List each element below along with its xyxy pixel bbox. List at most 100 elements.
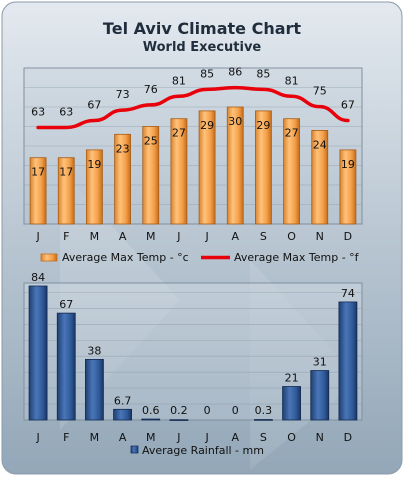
temperature-bar-label: 29 [256,119,270,132]
temperature-x-label: J [204,230,208,243]
temperature-x-label: F [63,230,69,243]
temperature-bar [142,126,160,225]
rainfall-bar-label: 84 [31,271,45,284]
temperature-bar-label: 23 [116,142,130,155]
rainfall-bar-label: 0.6 [142,404,160,417]
temperature-bar [339,149,357,225]
temperature-x-label: M [146,230,156,243]
rainfall-bar [28,285,48,421]
rainfall-bars [28,285,358,421]
rainfall-chart: 84 67 38 6.7 0.6 0.2 0 0 0.3 21 31 74 J F M A M J J A S O N D [23,271,363,444]
temperature-line-label: 63 [31,105,45,118]
temperature-bar-labels: 17 17 19 23 25 27 29 30 29 27 24 19 [31,115,355,179]
rainfall-gridlines [24,292,362,405]
rainfall-bar [169,419,189,421]
temperature-line-label: 75 [313,85,327,98]
temperature-bar [114,133,131,225]
temperature-bar-label: 24 [313,138,327,151]
temperature-line-label: 73 [116,88,130,101]
legend-label-rainfall: Average Rainfall - mm [142,444,264,457]
temperature-bars [29,106,357,225]
temperature-x-label: A [119,230,127,243]
rainfall-x-label: D [344,431,352,444]
temperature-bar-label: 19 [87,158,101,171]
temperature-x-label: O [287,230,296,243]
temperature-x-label: S [260,230,267,243]
rainfall-bar [282,386,301,421]
rainfall-x-label: O [287,431,296,444]
temperature-line-label: 85 [200,67,214,80]
chart-subtitle: World Executive [143,40,262,55]
temperature-bar [255,110,272,225]
rainfall-bar-label: 38 [87,344,101,357]
temperature-bar-label: 27 [285,127,299,140]
rainfall-x-label: N [316,431,324,444]
rainfall-bar [254,419,273,421]
rainfall-bar-label: 0 [204,404,211,417]
temperature-x-label: D [344,230,352,243]
temperature-bar-label: 19 [341,158,355,171]
temperature-line-labels: 63 63 67 73 76 81 85 86 85 81 75 67 [31,66,355,119]
temperature-bar [226,106,244,225]
rainfall-bar-label: 0 [232,404,239,417]
rainfall-x-label: S [260,431,267,444]
temperature-bar [198,110,216,225]
temperature-x-label: M [90,230,100,243]
rainfall-bar-labels: 84 67 38 6.7 0.6 0.2 0 0 0.3 21 31 74 [31,271,355,417]
rainfall-bar [85,358,104,421]
rainfall-x-label: A [119,431,127,444]
temperature-x-label: J [176,230,180,243]
rainfall-bar [56,312,76,421]
temperature-bar-label: 17 [59,166,73,179]
rainfall-x-label: F [63,431,69,444]
rainfall-plot-area [23,282,363,421]
temperature-line-label: 86 [228,66,242,79]
temperature-line-label: 81 [172,74,186,87]
temperature-x-label: N [316,230,324,243]
rainfall-bar [141,418,161,421]
legend-swatch-celsius [40,253,58,262]
rainfall-bar-label: 67 [59,298,73,311]
legend-label-celsius: Average Max Temp - °c [62,251,189,264]
temperature-legend: Average Max Temp - °c Average Max Temp -… [40,251,360,264]
rainfall-x-label: A [231,431,239,444]
rainfall-bar-label: 0.3 [255,404,273,417]
temperature-bar [170,118,188,225]
rainfall-bar [113,408,132,421]
temperature-bar [86,149,103,225]
temperature-chart: 17 17 19 23 25 27 29 30 29 27 24 19 63 63 67 73 76 81 85 8… [23,66,363,243]
temperature-line-label: 67 [87,99,101,112]
rainfall-bar-label: 74 [341,287,355,300]
temperature-line-label: 81 [285,74,299,87]
rainfall-x-label: J [204,431,208,444]
temperature-line-label: 63 [59,105,73,118]
temperature-line-label: 76 [144,83,158,96]
temperature-bar-label: 17 [31,166,45,179]
legend-swatch-rainfall [130,445,139,454]
rainfall-bar-label: 0.2 [170,404,188,417]
temperature-line-label: 85 [256,67,270,80]
legend-label-fahrenheit: Average Max Temp - °f [234,251,360,264]
temperature-bar [311,129,329,225]
temperature-bar [57,157,75,225]
rainfall-bar-label: 6.7 [114,394,132,407]
temperature-bar [29,157,47,225]
temperature-bar [283,118,300,225]
temperature-gridlines [24,67,362,205]
temperature-bar-label: 29 [200,119,214,132]
temperature-x-label: J [35,230,39,243]
temperature-bar-label: 30 [228,115,242,128]
temperature-x-label: A [231,230,239,243]
rainfall-x-label: J [35,431,39,444]
temperature-line-label: 67 [341,99,355,112]
chart-title: Tel Aviv Climate Chart [103,19,301,38]
rainfall-bar-label: 31 [313,356,327,369]
rainfall-bar [338,301,358,421]
rainfall-x-label: M [90,431,100,444]
temperature-bar-label: 27 [172,127,186,140]
rainfall-x-label: J [176,431,180,444]
